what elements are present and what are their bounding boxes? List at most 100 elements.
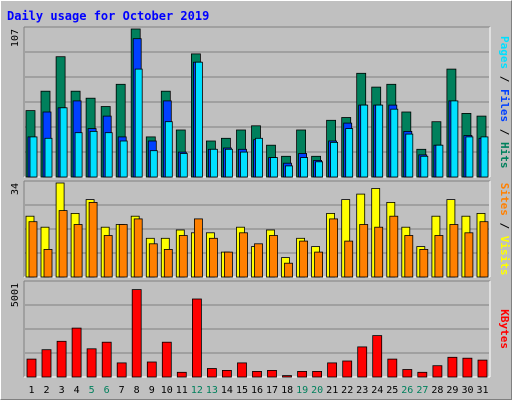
bar-sites-day-15 xyxy=(239,232,248,278)
xtick-label-day-15: 15 xyxy=(236,385,248,396)
bar-pages-day-21 xyxy=(330,141,339,178)
bar-kbytes-day-13 xyxy=(206,368,217,378)
bar-kbytes-day-2 xyxy=(41,349,52,378)
bar-pages-day-17 xyxy=(270,157,278,178)
bar-sites-day-8 xyxy=(133,218,143,278)
bar-kbytes-day-23 xyxy=(357,346,368,378)
bar-sites-day-20 xyxy=(314,251,324,278)
bar-sites-day-14 xyxy=(223,251,233,278)
xtick-label-day-4: 4 xyxy=(74,385,80,396)
bar-sites-day-27 xyxy=(419,248,429,278)
bar-kbytes-day-6 xyxy=(101,341,112,378)
bar-pages-day-13 xyxy=(209,148,218,178)
xtick-label-day-7: 7 xyxy=(119,385,125,396)
xtick-label-day-11: 11 xyxy=(176,385,188,396)
bar-kbytes-day-19 xyxy=(297,370,308,378)
bar-pages-day-4 xyxy=(74,132,83,178)
bar-sites-day-23 xyxy=(359,224,369,278)
bar-pages-day-31 xyxy=(480,136,489,178)
bar-pages-day-27 xyxy=(420,155,429,178)
bar-pages-day-12 xyxy=(194,61,203,178)
bar-kbytes-day-18 xyxy=(282,375,292,378)
xtick-label-day-1: 1 xyxy=(28,385,34,396)
bar-sites-day-5 xyxy=(88,201,98,278)
xtick-label-day-14: 14 xyxy=(221,385,233,396)
xtick-label-day-28: 28 xyxy=(431,385,443,396)
xtick-label-day-27: 27 xyxy=(416,385,428,396)
bar-kbytes-day-9 xyxy=(146,361,157,378)
bar-pages-day-7 xyxy=(119,140,128,178)
bar-pages-day-18 xyxy=(285,165,293,178)
xtick-label-day-23: 23 xyxy=(356,385,368,396)
side-label-part: Files xyxy=(498,89,511,122)
side-label-part: Hits xyxy=(498,142,511,169)
bar-pages-day-8 xyxy=(134,68,143,178)
bar-pages-day-11 xyxy=(179,153,188,178)
bar-kbytes-day-31 xyxy=(477,359,488,378)
bar-sites-day-18 xyxy=(284,262,293,278)
bar-kbytes-day-21 xyxy=(327,362,338,378)
bar-kbytes-day-10 xyxy=(161,341,172,378)
side-label-hits-files-pages: Pages / Files / Hits xyxy=(498,36,511,169)
bar-pages-day-1 xyxy=(29,136,38,178)
side-label-part: Pages xyxy=(498,36,511,69)
bar-sites-day-17 xyxy=(269,235,278,278)
bar-pages-day-5 xyxy=(89,130,98,178)
bar-sites-day-12 xyxy=(193,218,203,278)
xtick-label-day-2: 2 xyxy=(43,385,49,396)
bar-kbytes-day-30 xyxy=(462,357,473,378)
bar-kbytes-day-26 xyxy=(402,369,413,378)
bar-pages-day-14 xyxy=(224,148,233,178)
bar-kbytes-day-4 xyxy=(71,327,82,378)
bar-sites-day-7 xyxy=(118,224,128,278)
bar-pages-day-29 xyxy=(450,100,459,178)
bar-pages-day-3 xyxy=(59,107,68,178)
bar-sites-day-22 xyxy=(344,240,354,278)
bar-pages-day-16 xyxy=(255,137,263,178)
bar-kbytes-day-24 xyxy=(372,335,383,378)
xtick-label-day-13: 13 xyxy=(206,385,218,396)
bar-kbytes-day-28 xyxy=(432,365,443,378)
bar-sites-day-24 xyxy=(374,226,384,278)
bar-sites-day-25 xyxy=(389,215,399,278)
bar-kbytes-day-7 xyxy=(116,362,127,378)
bar-kbytes-day-27 xyxy=(417,371,428,378)
bar-pages-day-28 xyxy=(435,144,444,178)
bar-kbytes-day-29 xyxy=(447,356,458,378)
bar-sites-day-10 xyxy=(163,248,173,278)
side-label-part: / xyxy=(498,122,511,142)
xtick-label-day-21: 21 xyxy=(326,385,338,396)
bar-sites-day-9 xyxy=(148,243,158,278)
bar-kbytes-day-20 xyxy=(312,370,323,378)
ytick-label-hits-files-pages: 107 xyxy=(10,29,21,47)
xtick-label-day-17: 17 xyxy=(266,385,278,396)
bar-kbytes-day-25 xyxy=(387,358,398,378)
ytick-label-kbytes: 5001 xyxy=(10,283,21,307)
xtick-label-day-16: 16 xyxy=(251,385,263,396)
bar-pages-day-19 xyxy=(300,157,309,178)
bar-pages-day-23 xyxy=(360,104,369,178)
bar-sites-day-19 xyxy=(299,240,309,278)
xtick-label-day-22: 22 xyxy=(341,385,353,396)
side-label-part: KBytes xyxy=(498,309,511,349)
bar-kbytes-day-22 xyxy=(342,360,353,378)
xtick-label-day-30: 30 xyxy=(461,385,473,396)
xtick-label-day-29: 29 xyxy=(446,385,458,396)
bar-pages-day-25 xyxy=(390,108,399,178)
xtick-label-day-10: 10 xyxy=(161,385,173,396)
xtick-label-day-5: 5 xyxy=(89,385,95,396)
bar-sites-day-21 xyxy=(329,218,339,278)
side-label-visits-sites: Sites / Visits xyxy=(498,183,511,276)
bar-pages-day-20 xyxy=(315,161,324,178)
xtick-label-day-18: 18 xyxy=(281,385,293,396)
bar-sites-day-28 xyxy=(434,235,444,278)
bar-kbytes-day-8 xyxy=(131,289,142,378)
side-label-part: / xyxy=(498,216,511,236)
side-label-part: Visits xyxy=(498,236,511,276)
bar-sites-day-1 xyxy=(28,221,38,278)
side-label-kbytes: KBytes xyxy=(498,309,511,349)
bar-sites-day-4 xyxy=(73,224,83,278)
xtick-label-day-26: 26 xyxy=(401,385,413,396)
